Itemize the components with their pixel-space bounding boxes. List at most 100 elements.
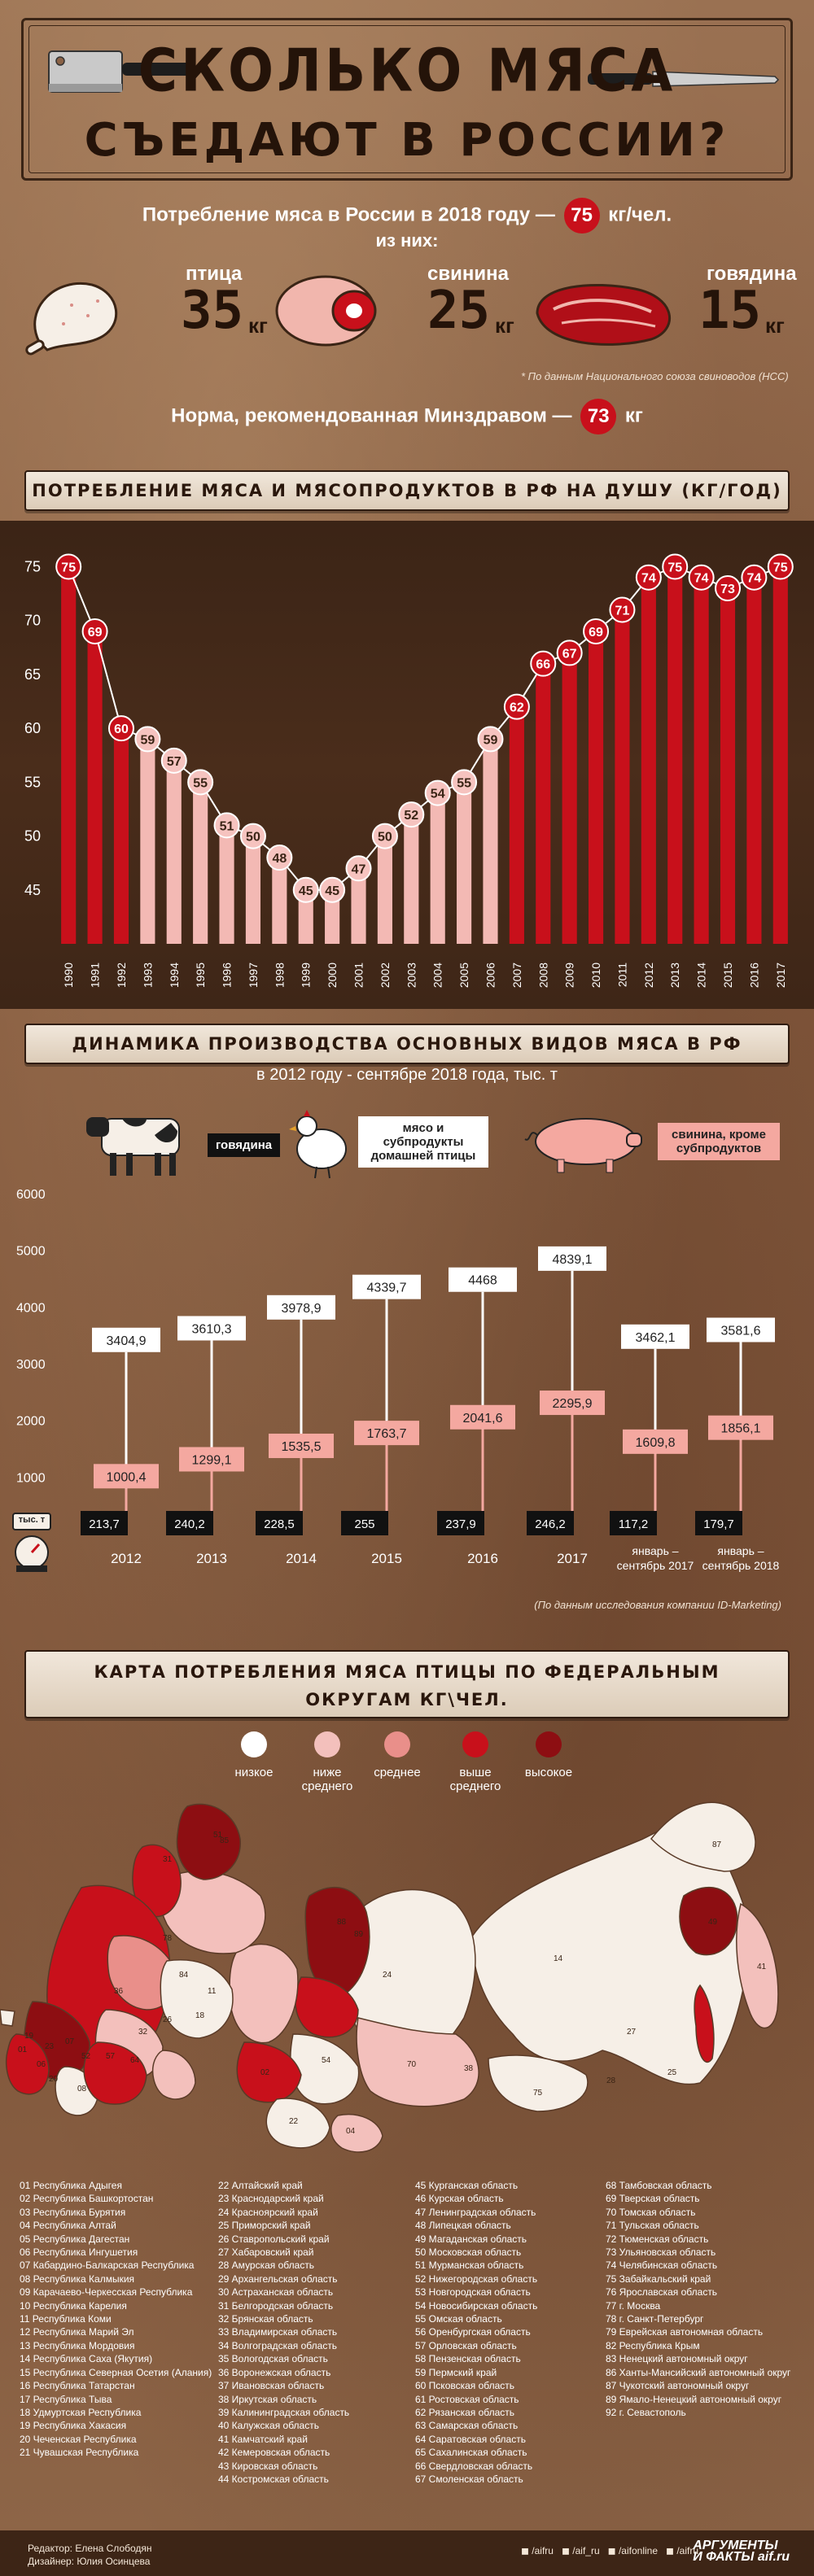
point-2004 <box>424 779 451 806</box>
social-fb[interactable]: ◼ /aifru <box>521 2545 554 2556</box>
x-tick-label: 2013 <box>668 963 681 988</box>
region-entry: 86 Ханты-Мансийский автономный округ <box>606 2366 791 2378</box>
point-2012 <box>635 564 662 591</box>
point-1996 <box>213 812 240 839</box>
beef-label-box <box>166 1511 213 1535</box>
region-entry: 36 Воронежская область <box>218 2366 331 2378</box>
x-tick-label: 2006 <box>484 963 497 988</box>
region-entry: 54 Новосибирская область <box>415 2299 538 2312</box>
region-entry: 20 Чеченская Республика <box>20 2433 137 2445</box>
map-label: 41 <box>757 1963 767 1971</box>
region-entry: 48 Липецкая область <box>415 2220 511 2232</box>
steak-icon <box>536 283 672 346</box>
point-1998 <box>266 845 293 871</box>
data-label-1993: 59 <box>140 733 155 747</box>
map-label: 38 <box>464 2064 474 2073</box>
poultry-label-box <box>449 1267 517 1292</box>
region-entry: 38 Иркутская область <box>218 2393 317 2405</box>
section1-banner: ПОТРЕБЛЕНИЕ МЯСА И МЯСОПРОДУКТОВ В РФ НА… <box>24 470 790 511</box>
consumption-source: * По данным Национального союза свиновод… <box>521 370 789 382</box>
map-region-khanty <box>295 1976 359 2038</box>
pork-label-box <box>354 1421 419 1446</box>
data-label-1990: 75 <box>61 561 76 574</box>
region-entry: 92 г. Севастополь <box>606 2406 686 2418</box>
poultry-value: 3404,9 <box>107 1334 147 1348</box>
map-region-murmansk <box>176 1803 241 1880</box>
map-label: 25 <box>667 2068 677 2077</box>
x-tick-label: 2005 <box>457 963 470 988</box>
x-tick-label: 2000 <box>326 963 339 988</box>
x-tick-label: 2004 <box>431 963 444 988</box>
x-tick-label: 1996 <box>221 963 234 988</box>
x-tick-label: 2012 <box>111 1551 142 1566</box>
data-label-2015: 73 <box>720 583 735 596</box>
credits: Редактор: Елена Слободян Дизайнер: Юлия … <box>28 2542 152 2568</box>
legend-dot-low <box>241 1731 267 1757</box>
y-tick-label: 60 <box>24 720 41 736</box>
region-entry: 27 Хабаровский край <box>218 2246 314 2259</box>
region-entry: 68 Тамбовская область <box>606 2180 712 2191</box>
poultry-value: 4468 <box>468 1274 497 1288</box>
legend-poultry: мясо и субпродукты домашней птицы <box>358 1116 488 1168</box>
point-2011 <box>609 596 636 623</box>
region-entry: 04 Республика Алтай <box>20 2220 116 2232</box>
point-1997 <box>239 823 266 849</box>
map-region-siberia <box>356 2017 479 2107</box>
cow-icon <box>86 1117 180 1176</box>
pork-value: 1299,1 <box>192 1453 232 1467</box>
pork-label-box <box>708 1415 773 1440</box>
region-entry: 14 Республика Саха (Якутия) <box>20 2353 153 2365</box>
map-label: 52 <box>81 2052 91 2061</box>
y-tick-label: 5000 <box>16 1245 46 1259</box>
data-label-2001: 47 <box>352 862 366 876</box>
point-2009 <box>556 640 583 666</box>
point-2014 <box>688 564 715 591</box>
y-tick-label: 45 <box>24 882 41 898</box>
legend-above-avg-label: выше среднего <box>449 1766 501 1793</box>
title-frame <box>21 18 793 181</box>
social-vk[interactable]: ◼ /aifru <box>666 2545 699 2556</box>
social-tw[interactable]: ◼ /aif_ru <box>562 2545 600 2556</box>
knife-icon <box>588 71 780 87</box>
region-entry: 60 Псковская область <box>415 2380 515 2392</box>
map-label: 20 <box>49 2075 59 2084</box>
beef-label-box <box>437 1511 484 1535</box>
data-label-2009: 67 <box>562 647 577 661</box>
poultry-value: 4339,7 <box>367 1281 407 1295</box>
bar-2010 <box>588 631 604 944</box>
map-region-kamchatka <box>736 1902 779 2029</box>
cleaver-icon <box>48 50 195 93</box>
data-label-1992: 60 <box>114 723 129 736</box>
region-entry: 77 г. Москва <box>606 2299 661 2312</box>
y-tick-label: 55 <box>24 774 41 790</box>
data-label-2000: 45 <box>325 884 339 898</box>
map-region-tyva <box>330 2114 383 2153</box>
poultry-unit: кг <box>248 313 268 338</box>
region-entry: 47 Ленинградская область <box>415 2206 536 2218</box>
x-tick-label: 2008 <box>536 963 549 988</box>
point-2016 <box>741 564 768 591</box>
region-entry: 19 Республика Хакасия <box>20 2420 127 2432</box>
region-entry: 03 Республика Бурятия <box>20 2206 126 2218</box>
region-entry: 01 Республика Адыгея <box>20 2180 122 2191</box>
bar-1998 <box>272 858 287 944</box>
poultry-label-box <box>352 1274 421 1299</box>
norm-line: Норма, рекомендованная Минздравом — 73 к… <box>0 399 814 434</box>
map-label: 28 <box>606 2076 616 2085</box>
x-tick-label: 2001 <box>352 963 365 988</box>
point-1991 <box>81 618 108 644</box>
pork-label-box <box>623 1429 688 1454</box>
x-tick-label: 1997 <box>247 963 260 988</box>
pork-value: 2295,9 <box>553 1397 593 1411</box>
pork-label: свинина <box>427 263 509 285</box>
pork-value: 1609,8 <box>636 1436 676 1450</box>
region-entry: 66 Свердловская область <box>415 2460 533 2472</box>
pig-icon <box>524 1118 642 1173</box>
point-1995 <box>187 769 214 796</box>
consumption-value: 75 <box>563 198 600 234</box>
social-ig[interactable]: ◼ /aifonline <box>607 2545 659 2556</box>
data-label-1998: 48 <box>272 852 287 866</box>
region-entry: 70 Томская область <box>606 2206 696 2218</box>
pork-value: 1000,4 <box>107 1470 147 1484</box>
region-entry: 59 Пермский край <box>415 2366 497 2378</box>
